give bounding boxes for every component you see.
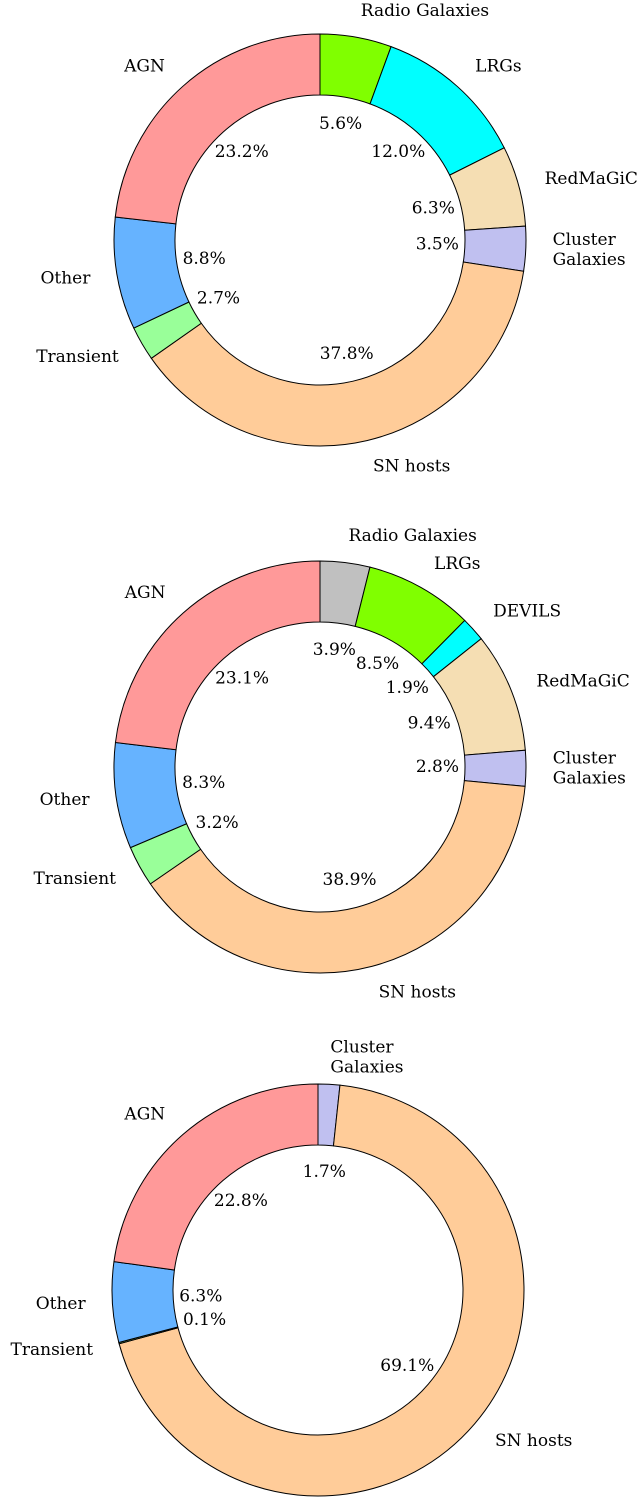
- percent-label: 9.4%: [408, 713, 451, 733]
- slice-label: Other: [40, 789, 91, 809]
- percent-label: 2.8%: [416, 757, 459, 777]
- donut-slice: [113, 1083, 319, 1271]
- slice-label: Other: [40, 268, 91, 288]
- slice-label: LRGs: [434, 554, 480, 574]
- donut-slice: [118, 1084, 525, 1497]
- label-line: Galaxies: [330, 1057, 403, 1077]
- label-line: RedMaGiC: [536, 671, 629, 691]
- percent-label: 37.8%: [320, 344, 374, 364]
- donut-slice: [463, 749, 527, 787]
- slice-label: AGN: [123, 56, 165, 76]
- percent-label: 3.2%: [196, 813, 239, 833]
- percent-label: 38.9%: [323, 870, 377, 890]
- percent-label: 1.9%: [386, 678, 429, 698]
- slice-label: Other: [36, 1293, 87, 1313]
- percent-label: 2.7%: [197, 289, 240, 309]
- percent-label: 69.1%: [380, 1356, 434, 1376]
- slice-label: Radio Galaxies: [361, 0, 489, 20]
- percent-label: 22.8%: [214, 1191, 268, 1211]
- label-line: RedMaGiC: [545, 168, 638, 188]
- slice-label: Radio Galaxies: [348, 525, 476, 545]
- percent-label: 3.5%: [416, 234, 459, 254]
- slice-label: AGN: [124, 582, 166, 602]
- percent-label: 1.7%: [303, 1162, 346, 1182]
- donut-slice: [114, 33, 321, 225]
- percent-label: 12.0%: [371, 142, 425, 162]
- slice-label: Cluster Galaxies: [553, 229, 626, 269]
- label-line: AGN: [123, 56, 165, 76]
- donut-slice: [114, 560, 321, 751]
- label-line: LRGs: [434, 554, 480, 574]
- slice-label: AGN: [123, 1104, 165, 1124]
- slice-label: Cluster Galaxies: [330, 1037, 403, 1077]
- label-line: SN hosts: [495, 1431, 572, 1451]
- slice-label: SN hosts: [379, 982, 456, 1002]
- slice-label: DEVILS: [493, 601, 561, 621]
- label-line: AGN: [123, 1104, 165, 1124]
- label-line: LRGs: [475, 56, 521, 76]
- label-line: Radio Galaxies: [348, 525, 476, 545]
- slice-label: Transient: [11, 1340, 94, 1360]
- donut-slice: [149, 780, 526, 974]
- label-line: Transient: [11, 1340, 94, 1360]
- slice-label: SN hosts: [495, 1431, 572, 1451]
- slice-label: RedMaGiC: [545, 168, 638, 188]
- slice-label: SN hosts: [373, 456, 450, 476]
- slice-label: Cluster Galaxies: [553, 748, 626, 788]
- slice-label: Transient: [33, 869, 116, 889]
- label-line: Cluster: [553, 229, 617, 249]
- label-line: Other: [36, 1293, 87, 1313]
- label-line: Other: [40, 789, 91, 809]
- percent-label: 5.6%: [319, 114, 362, 134]
- slice-label: Transient: [36, 347, 119, 367]
- label-line: AGN: [124, 582, 166, 602]
- percent-label: 8.8%: [183, 249, 226, 269]
- label-line: Transient: [33, 869, 116, 889]
- percent-label: 23.2%: [215, 142, 269, 162]
- percent-label: 6.3%: [179, 1287, 222, 1307]
- percent-label: 6.3%: [412, 199, 455, 219]
- label-line: SN hosts: [373, 456, 450, 476]
- percent-label: 8.5%: [356, 654, 399, 674]
- label-line: Galaxies: [553, 249, 626, 269]
- donut-slice: [150, 261, 525, 447]
- label-line: Cluster: [553, 748, 617, 768]
- label-line: DEVILS: [493, 601, 561, 621]
- percent-label: 23.1%: [215, 669, 269, 689]
- label-line: Other: [40, 268, 91, 288]
- label-line: Cluster: [330, 1037, 394, 1057]
- slice-label: LRGs: [475, 56, 521, 76]
- slice-label: RedMaGiC: [536, 671, 629, 691]
- percent-label: 0.1%: [183, 1310, 226, 1330]
- percent-label: 3.9%: [313, 640, 356, 660]
- label-line: Transient: [36, 347, 119, 367]
- label-line: SN hosts: [379, 982, 456, 1002]
- label-line: Galaxies: [553, 768, 626, 788]
- percent-label: 8.3%: [182, 773, 225, 793]
- label-line: Radio Galaxies: [361, 0, 489, 20]
